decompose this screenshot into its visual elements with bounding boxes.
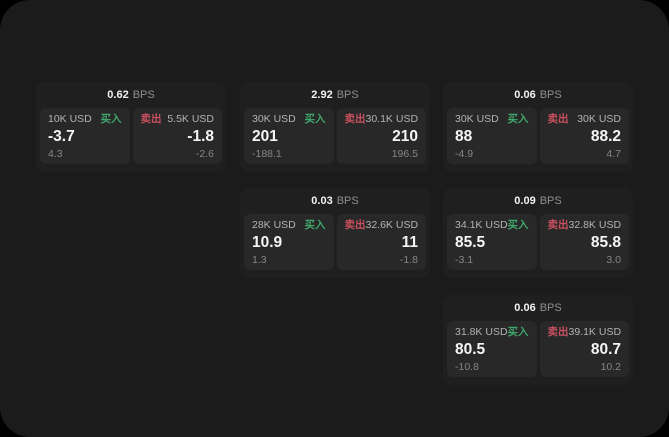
buy-price: 80.5 bbox=[455, 340, 486, 358]
sell-amount-label: 30.1K USD bbox=[365, 113, 419, 125]
sell-price: 11 bbox=[401, 233, 418, 251]
sell-delta: 3.0 bbox=[606, 253, 621, 266]
buy-side-label: 买入 bbox=[304, 113, 326, 125]
sell-amount-label: 32.8K USD bbox=[568, 219, 622, 231]
buy-panel[interactable]: 28K USD 买入 10.9 1.3 bbox=[244, 214, 334, 270]
sell-amount-label: 32.6K USD bbox=[365, 219, 419, 231]
buy-side-label: 买入 bbox=[507, 113, 529, 125]
buy-panel[interactable]: 34.1K USD 买入 85.5 -3.1 bbox=[447, 214, 537, 270]
sell-price: 210 bbox=[392, 127, 418, 145]
buy-panel[interactable]: 31.8K USD 买入 80.5 -10.8 bbox=[447, 321, 537, 377]
sell-panel[interactable]: 卖出 32.8K USD 85.8 3.0 bbox=[539, 214, 629, 270]
card-header: 2.92 BPS bbox=[240, 82, 430, 108]
sell-side-label: 卖出 bbox=[547, 219, 569, 231]
bps-value: 0.09 bbox=[514, 194, 536, 207]
buy-amount-label: 30K USD bbox=[252, 113, 296, 125]
buy-amount-label: 30K USD bbox=[455, 113, 499, 125]
buy-amount-label: 31.8K USD bbox=[455, 326, 508, 338]
quote-card: 0.06 BPS 31.8K USD 买入 80.5 -10.8 卖出 39.1… bbox=[443, 295, 633, 385]
sell-panel[interactable]: 卖出 30.1K USD 210 196.5 bbox=[336, 108, 426, 164]
quote-card: 0.09 BPS 34.1K USD 买入 85.5 -3.1 卖出 32.8K… bbox=[443, 188, 633, 278]
bps-value: 0.06 bbox=[514, 301, 536, 314]
quote-card: 0.03 BPS 28K USD 买入 10.9 1.3 卖出 32.6K US… bbox=[240, 188, 430, 278]
buy-price: 88 bbox=[455, 127, 473, 145]
sell-delta: -1.8 bbox=[399, 253, 418, 266]
sell-side-label: 卖出 bbox=[344, 113, 366, 125]
sell-price: -1.8 bbox=[187, 127, 214, 145]
buy-delta: -4.9 bbox=[455, 147, 474, 160]
sell-panel[interactable]: 卖出 39.1K USD 80.7 10.2 bbox=[539, 321, 629, 377]
buy-delta: 4.3 bbox=[48, 147, 63, 160]
bps-unit: BPS bbox=[539, 301, 562, 314]
buy-amount-label: 28K USD bbox=[252, 219, 296, 231]
bps-value: 2.92 bbox=[311, 88, 333, 101]
sell-delta: 10.2 bbox=[600, 360, 621, 373]
bps-unit: BPS bbox=[539, 88, 562, 101]
quote-card: 0.06 BPS 30K USD 买入 88 -4.9 卖出 30K USD 8… bbox=[443, 82, 633, 172]
bps-value: 0.06 bbox=[514, 88, 536, 101]
sell-delta: -2.6 bbox=[195, 147, 214, 160]
buy-price: 10.9 bbox=[252, 233, 283, 251]
buy-panel[interactable]: 30K USD 买入 88 -4.9 bbox=[447, 108, 537, 164]
quote-card: 0.62 BPS 10K USD 买入 -3.7 4.3 卖出 5.5K USD… bbox=[36, 82, 226, 172]
sell-amount-label: 5.5K USD bbox=[167, 113, 214, 125]
sell-side-label: 卖出 bbox=[547, 326, 569, 338]
buy-panel[interactable]: 30K USD 买入 201 -188.1 bbox=[244, 108, 334, 164]
sell-price: 88.2 bbox=[590, 127, 621, 145]
sell-delta: 196.5 bbox=[391, 147, 418, 160]
card-header: 0.06 BPS bbox=[443, 295, 633, 321]
card-header: 0.62 BPS bbox=[36, 82, 226, 108]
buy-side-label: 买入 bbox=[100, 113, 122, 125]
sell-amount-label: 39.1K USD bbox=[568, 326, 622, 338]
bps-unit: BPS bbox=[336, 88, 359, 101]
sell-price: 85.8 bbox=[590, 233, 621, 251]
buy-price: 201 bbox=[252, 127, 278, 145]
buy-delta: -188.1 bbox=[252, 147, 282, 160]
buy-price: 85.5 bbox=[455, 233, 486, 251]
bps-value: 0.03 bbox=[311, 194, 333, 207]
sell-panel[interactable]: 卖出 32.6K USD 11 -1.8 bbox=[336, 214, 426, 270]
buy-side-label: 买入 bbox=[507, 219, 529, 231]
bps-value: 0.62 bbox=[107, 88, 129, 101]
buy-amount-label: 10K USD bbox=[48, 113, 92, 125]
buy-amount-label: 34.1K USD bbox=[455, 219, 508, 231]
sell-price: 80.7 bbox=[590, 340, 621, 358]
bps-unit: BPS bbox=[132, 88, 155, 101]
bps-unit: BPS bbox=[539, 194, 562, 207]
sell-panel[interactable]: 卖出 5.5K USD -1.8 -2.6 bbox=[132, 108, 222, 164]
buy-delta: -10.8 bbox=[455, 360, 479, 373]
buy-side-label: 买入 bbox=[304, 219, 326, 231]
sell-panel[interactable]: 卖出 30K USD 88.2 4.7 bbox=[539, 108, 629, 164]
buy-delta: -3.1 bbox=[455, 253, 474, 266]
buy-delta: 1.3 bbox=[252, 253, 267, 266]
bps-unit: BPS bbox=[336, 194, 359, 207]
card-header: 0.06 BPS bbox=[443, 82, 633, 108]
buy-panel[interactable]: 10K USD 买入 -3.7 4.3 bbox=[40, 108, 130, 164]
sell-delta: 4.7 bbox=[606, 147, 621, 160]
sell-amount-label: 30K USD bbox=[577, 113, 621, 125]
sell-side-label: 卖出 bbox=[344, 219, 366, 231]
buy-price: -3.7 bbox=[48, 127, 75, 145]
quote-card: 2.92 BPS 30K USD 买入 201 -188.1 卖出 30.1K … bbox=[240, 82, 430, 172]
buy-side-label: 买入 bbox=[507, 326, 529, 338]
sell-side-label: 卖出 bbox=[140, 113, 162, 125]
card-header: 0.09 BPS bbox=[443, 188, 633, 214]
card-header: 0.03 BPS bbox=[240, 188, 430, 214]
sell-side-label: 卖出 bbox=[547, 113, 569, 125]
